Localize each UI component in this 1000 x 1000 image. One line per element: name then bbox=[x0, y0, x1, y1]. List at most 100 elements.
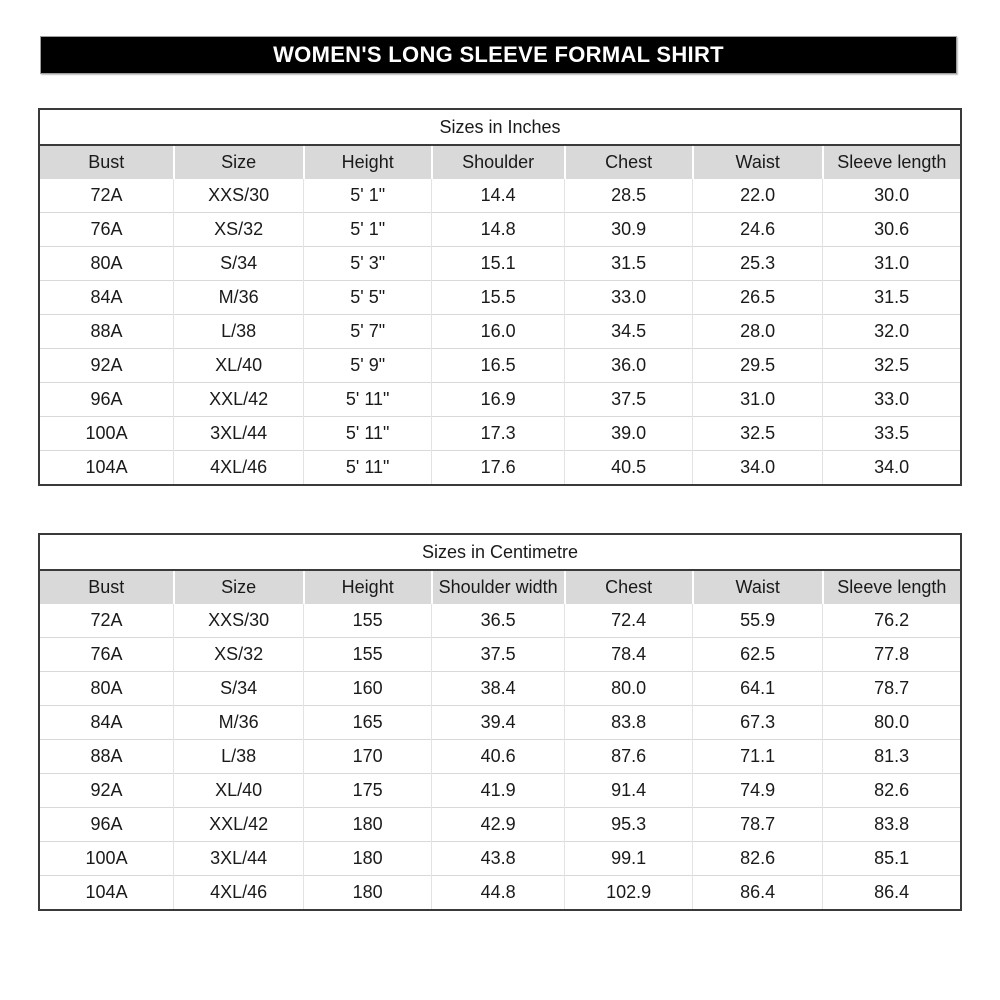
table-title: Sizes in Inches bbox=[39, 109, 961, 146]
table-cell: 29.5 bbox=[692, 348, 823, 383]
table-row: 96A XXL/42 180 42.9 95.3 78.7 83.8 bbox=[39, 807, 961, 842]
table-cell: 40.5 bbox=[564, 450, 693, 485]
table-cell: 30.0 bbox=[822, 178, 961, 213]
sizes-in-inches-table: Sizes in Inches Bust Size Height Shoulder Che… bbox=[38, 108, 962, 486]
table-cell: 84A bbox=[39, 705, 174, 740]
table-cell: 33.0 bbox=[564, 280, 693, 315]
table-cell: 72A bbox=[39, 603, 174, 638]
table-cell: 104A bbox=[39, 875, 174, 910]
column-header: Chest bbox=[563, 570, 693, 604]
table-row: 88A L/38 170 40.6 87.6 71.1 81.3 bbox=[39, 739, 961, 774]
table-cell: 102.9 bbox=[564, 875, 693, 910]
column-header: Bust bbox=[39, 570, 174, 604]
column-header: Sleeve length bbox=[821, 145, 961, 179]
table-cell: 76A bbox=[39, 637, 174, 672]
table-cell: 180 bbox=[303, 841, 432, 876]
table-cell: XXL/42 bbox=[173, 807, 304, 842]
table-cell: 30.9 bbox=[564, 212, 693, 247]
table-cell: 28.5 bbox=[564, 178, 693, 213]
table-row: 92A XL/40 5' 9" 16.5 36.0 29.5 32.5 bbox=[39, 348, 961, 383]
table-cell: 30.6 bbox=[822, 212, 961, 247]
table-row: 76A XS/32 5' 1" 14.8 30.9 24.6 30.6 bbox=[39, 212, 961, 247]
table-cell: 85.1 bbox=[822, 841, 961, 876]
table-cell: 80A bbox=[39, 246, 174, 281]
table-cell: 88A bbox=[39, 739, 174, 774]
table-cell: 95.3 bbox=[564, 807, 693, 842]
table-cell: S/34 bbox=[173, 671, 304, 706]
table-cell: 36.5 bbox=[431, 603, 565, 638]
table-cell: 16.5 bbox=[431, 348, 565, 383]
table-cell: XL/40 bbox=[173, 773, 304, 808]
table-cell: 84A bbox=[39, 280, 174, 315]
table-cell: 96A bbox=[39, 382, 174, 417]
table-cell: 78.7 bbox=[692, 807, 823, 842]
table-cell: 5' 7" bbox=[303, 314, 432, 349]
table-header-row: Bust Size Height Shoulder width Chest Waist Sl… bbox=[39, 570, 961, 604]
table-cell: 100A bbox=[39, 416, 174, 451]
table-cell: 92A bbox=[39, 348, 174, 383]
table-cell: 37.5 bbox=[431, 637, 565, 672]
table-cell: 78.4 bbox=[564, 637, 693, 672]
size-table: Sizes in Inches Bust Size Height Shoulder Che… bbox=[38, 108, 962, 486]
table-cell: 5' 11" bbox=[303, 450, 432, 485]
table-cell: 31.5 bbox=[822, 280, 961, 315]
table-cell: 36.0 bbox=[564, 348, 693, 383]
table-row: 84A M/36 165 39.4 83.8 67.3 80.0 bbox=[39, 705, 961, 740]
column-header: Waist bbox=[691, 570, 823, 604]
table-cell: L/38 bbox=[173, 314, 304, 349]
table-cell: 80A bbox=[39, 671, 174, 706]
table-cell: 83.8 bbox=[564, 705, 693, 740]
column-header: Height bbox=[302, 145, 432, 179]
table-row: 96A XXL/42 5' 11" 16.9 37.5 31.0 33.0 bbox=[39, 382, 961, 417]
table-cell: 26.5 bbox=[692, 280, 823, 315]
table-cell: 40.6 bbox=[431, 739, 565, 774]
table-cell: 44.8 bbox=[431, 875, 565, 910]
table-cell: 87.6 bbox=[564, 739, 693, 774]
table-cell: 80.0 bbox=[822, 705, 961, 740]
table-cell: 86.4 bbox=[692, 875, 823, 910]
table-cell: 34.0 bbox=[692, 450, 823, 485]
table-cell: 77.8 bbox=[822, 637, 961, 672]
table-row: 92A XL/40 175 41.9 91.4 74.9 82.6 bbox=[39, 773, 961, 808]
table-title: Sizes in Centimetre bbox=[39, 534, 961, 571]
table-cell: 38.4 bbox=[431, 671, 565, 706]
table-cell: 155 bbox=[303, 603, 432, 638]
table-cell: 39.0 bbox=[564, 416, 693, 451]
table-cell: L/38 bbox=[173, 739, 304, 774]
table-cell: 31.0 bbox=[692, 382, 823, 417]
table-cell: 5' 9" bbox=[303, 348, 432, 383]
table-cell: 78.7 bbox=[822, 671, 961, 706]
table-cell: 83.8 bbox=[822, 807, 961, 842]
table-cell: 81.3 bbox=[822, 739, 961, 774]
table-cell: XXS/30 bbox=[173, 603, 304, 638]
table-cell: 64.1 bbox=[692, 671, 823, 706]
table-cell: XXL/42 bbox=[173, 382, 304, 417]
product-title-banner: WOMEN'S LONG SLEEVE FORMAL SHIRT bbox=[40, 36, 957, 74]
table-cell: S/34 bbox=[173, 246, 304, 281]
table-cell: 74.9 bbox=[692, 773, 823, 808]
table-cell: 91.4 bbox=[564, 773, 693, 808]
table-cell: 41.9 bbox=[431, 773, 565, 808]
table-cell: 3XL/44 bbox=[173, 416, 304, 451]
table-cell: 175 bbox=[303, 773, 432, 808]
table-cell: 24.6 bbox=[692, 212, 823, 247]
table-cell: 32.5 bbox=[822, 348, 961, 383]
table-cell: 5' 11" bbox=[303, 382, 432, 417]
column-header: Size bbox=[172, 145, 304, 179]
table-cell: 104A bbox=[39, 450, 174, 485]
table-cell: 100A bbox=[39, 841, 174, 876]
table-cell: 165 bbox=[303, 705, 432, 740]
column-header: Size bbox=[172, 570, 304, 604]
table-cell: 4XL/46 bbox=[173, 450, 304, 485]
table-cell: 160 bbox=[303, 671, 432, 706]
table-row: 84A M/36 5' 5" 15.5 33.0 26.5 31.5 bbox=[39, 280, 961, 315]
table-cell: 88A bbox=[39, 314, 174, 349]
table-cell: XS/32 bbox=[173, 637, 304, 672]
table-cell: 14.4 bbox=[431, 178, 565, 213]
table-cell: 3XL/44 bbox=[173, 841, 304, 876]
table-row: 76A XS/32 155 37.5 78.4 62.5 77.8 bbox=[39, 637, 961, 672]
table-cell: 33.0 bbox=[822, 382, 961, 417]
column-header: Bust bbox=[39, 145, 174, 179]
table-row: 100A 3XL/44 180 43.8 99.1 82.6 85.1 bbox=[39, 841, 961, 876]
table-cell: XXS/30 bbox=[173, 178, 304, 213]
